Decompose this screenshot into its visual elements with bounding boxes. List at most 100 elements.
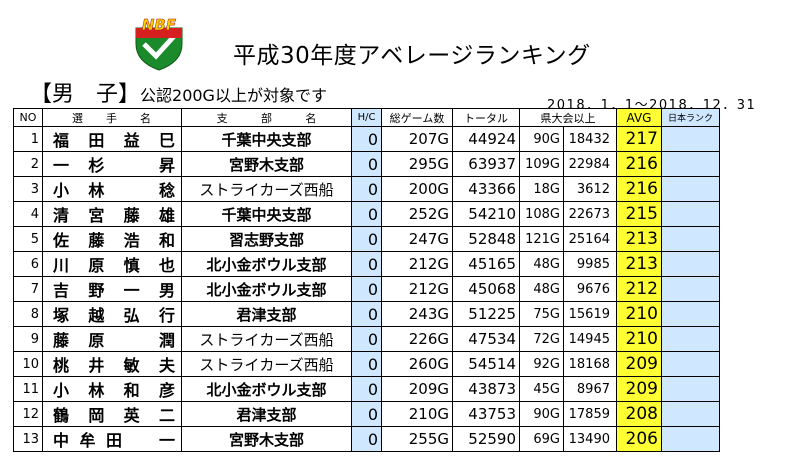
- table-row: 4 清宮藤雄 千葉中央支部 0 252G 54210 108G 22673 215: [13, 201, 720, 227]
- branch-name: 習志野支部: [181, 226, 352, 252]
- rank-no: 13: [13, 426, 43, 452]
- player-name: 桃井敏夫: [42, 351, 182, 377]
- japan-rank: [661, 201, 720, 227]
- pref-games: 18G: [519, 176, 564, 202]
- japan-rank: [661, 151, 720, 177]
- japan-rank: [661, 351, 720, 377]
- total-games: 295G: [381, 151, 453, 177]
- table-row: 10 桃井敏夫 ストライカーズ西船 0 260G 54514 92G 18168 209: [13, 351, 720, 377]
- table-row: 7 吉野一男 北小金ボウル支部 0 212G 45068 48G 9676 212: [13, 276, 720, 302]
- total-pins: 43753: [452, 401, 520, 427]
- branch-name: 宮野木支部: [181, 151, 352, 177]
- pref-games: 90G: [519, 401, 564, 427]
- pref-score: 18432: [563, 126, 617, 152]
- rank-no: 6: [13, 251, 43, 277]
- rank-no: 12: [13, 401, 43, 427]
- player-name: 中牟田 一: [42, 426, 182, 452]
- pref-score: 9985: [563, 251, 617, 277]
- pref-games: 69G: [519, 426, 564, 452]
- rank-no: 4: [13, 201, 43, 227]
- average: 215: [616, 201, 662, 227]
- total-pins: 44924: [452, 126, 520, 152]
- pref-games: 45G: [519, 376, 564, 402]
- handicap: 0: [351, 376, 382, 402]
- total-games: 252G: [381, 201, 453, 227]
- branch-name: ストライカーズ西船: [181, 326, 352, 352]
- handicap: 0: [351, 226, 382, 252]
- japan-rank: [661, 326, 720, 352]
- pref-score: 14945: [563, 326, 617, 352]
- average: 209: [616, 351, 662, 377]
- pref-score: 13490: [563, 426, 617, 452]
- pref-score: 9676: [563, 276, 617, 302]
- svg-text:NBF: NBF: [142, 16, 177, 34]
- handicap: 0: [351, 201, 382, 227]
- branch-name: 千葉中央支部: [181, 126, 352, 152]
- player-name: 一杉 昇: [42, 151, 182, 177]
- player-name: 佐藤浩和: [42, 226, 182, 252]
- player-name: 小林和彦: [42, 376, 182, 402]
- pref-score: 22984: [563, 151, 617, 177]
- total-games: 212G: [381, 251, 453, 277]
- japan-rank: [661, 401, 720, 427]
- branch-name: ストライカーズ西船: [181, 176, 352, 202]
- average: 213: [616, 226, 662, 252]
- pref-games: 92G: [519, 351, 564, 377]
- japan-rank: [661, 176, 720, 202]
- total-games: 200G: [381, 176, 453, 202]
- handicap: 0: [351, 151, 382, 177]
- average: 212: [616, 276, 662, 302]
- pref-games: 75G: [519, 301, 564, 327]
- total-pins: 43366: [452, 176, 520, 202]
- player-name: 鶴岡英二: [42, 401, 182, 427]
- total-pins: 63937: [452, 151, 520, 177]
- rank-no: 11: [13, 376, 43, 402]
- total-pins: 47534: [452, 326, 520, 352]
- header-japan-rank: 日本ランク: [661, 108, 720, 127]
- player-name: 吉野一男: [42, 276, 182, 302]
- total-games: 260G: [381, 351, 453, 377]
- pref-games: 109G: [519, 151, 564, 177]
- pref-games: 72G: [519, 326, 564, 352]
- header-player-name: 選手名: [42, 108, 182, 127]
- rank-no: 8: [13, 301, 43, 327]
- total-games: 212G: [381, 276, 453, 302]
- header-prefectural: 県大会以上: [519, 108, 617, 127]
- total-games: 210G: [381, 401, 453, 427]
- total-pins: 54210: [452, 201, 520, 227]
- total-games: 255G: [381, 426, 453, 452]
- nbf-logo: NBF: [135, 16, 183, 71]
- player-name: 福田益巳: [42, 126, 182, 152]
- total-pins: 43873: [452, 376, 520, 402]
- branch-name: 宮野木支部: [181, 426, 352, 452]
- pref-score: 15619: [563, 301, 617, 327]
- table-row: 9 藤原 潤ストライカーズ西船 0 226G 47534 72G 14945 210: [13, 326, 720, 352]
- handicap: 0: [351, 426, 382, 452]
- header-total-games: 総ゲーム数: [381, 108, 453, 127]
- page-title: 平成30年度アベレージランキング: [233, 43, 591, 69]
- handicap: 0: [351, 276, 382, 302]
- total-games: 247G: [381, 226, 453, 252]
- category-subtitle: 【男 子】公認200G以上が対象です: [30, 76, 327, 108]
- player-name: 川原慎也: [42, 251, 182, 277]
- header-avg: AVG: [616, 108, 662, 127]
- total-pins: 51225: [452, 301, 520, 327]
- total-games: 209G: [381, 376, 453, 402]
- table-row: 5 佐藤浩和 習志野支部 0 247G 52848 121G 25164 213: [13, 226, 720, 252]
- player-name: 藤原 潤: [42, 326, 182, 352]
- total-pins: 52590: [452, 426, 520, 452]
- rank-no: 10: [13, 351, 43, 377]
- player-name: 清宮藤雄: [42, 201, 182, 227]
- japan-rank: [661, 126, 720, 152]
- japan-rank: [661, 226, 720, 252]
- total-games: 226G: [381, 326, 453, 352]
- handicap: 0: [351, 176, 382, 202]
- header-hc: H/C: [351, 108, 382, 127]
- pref-score: 17859: [563, 401, 617, 427]
- average: 209: [616, 376, 662, 402]
- player-name: 小林 稔: [42, 176, 182, 202]
- table-row: 1 福田益巳 千葉中央支部 0 207G 44924 90G 18432 217: [13, 126, 720, 152]
- rank-no: 1: [13, 126, 43, 152]
- pref-score: 8967: [563, 376, 617, 402]
- header-branch-name: 支部名: [181, 108, 352, 127]
